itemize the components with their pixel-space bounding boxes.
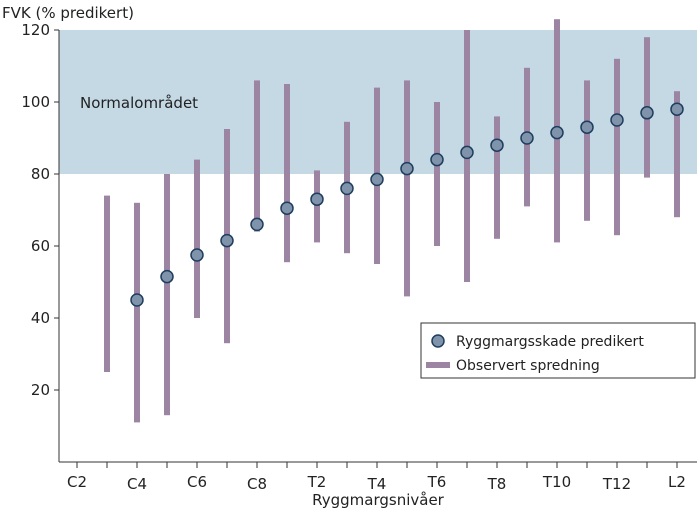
data-points [130,102,684,307]
point-C5 [160,269,174,284]
point-T9 [520,131,534,145]
y-axis-title: FVK (% predikert) [2,4,134,22]
point-L1 [640,106,654,120]
y-tick-label: 20 [31,381,50,399]
point-T4 [370,172,384,187]
x-tick-label: T8 [487,475,507,493]
normal-range-label: Normalområdet [80,94,198,112]
legend-range-marker [426,362,450,368]
legend-point-marker [431,334,445,348]
range-bar-T8 [494,116,500,239]
range-bar-T5 [404,80,410,297]
point-L2 [670,102,684,116]
range-bar-C6 [194,159,200,318]
point-T7 [460,145,474,160]
point-T10 [550,125,564,140]
point-T8 [490,138,504,152]
point-T1 [280,201,294,215]
point-T2 [310,192,324,206]
range-bar-C8 [254,80,260,232]
range-bar-T11 [584,80,590,221]
range-bar-C3 [104,195,110,372]
y-tick-label: 60 [31,237,50,255]
point-C8 [250,217,264,232]
range-bar-C4 [134,202,140,423]
x-axis-title: Ryggmargsnivåer [312,491,445,509]
x-tick-label: T4 [367,475,387,493]
range-bar-T2 [314,170,320,243]
x-ticks: C2 C4 C6 C8 T2 T4 T6 T8 T10 T12 L2 [67,462,686,493]
range-bar-T12 [614,58,620,236]
range-bar-T1 [284,84,290,263]
point-T5 [400,161,414,176]
x-tick-label: T2 [307,473,327,491]
x-tick-label: L2 [668,473,686,491]
range-bar-L2 [674,91,680,218]
point-C4 [130,293,144,307]
y-tick-label: 40 [31,309,50,327]
y-tick-label: 120 [21,21,50,39]
x-tick-label: T12 [602,475,631,493]
legend-label-predicted: Ryggmargsskade predikert [456,334,644,350]
range-bar-T6 [434,102,440,246]
range-bar-C5 [164,174,170,416]
x-tick-label: C2 [67,473,87,491]
x-tick-label: C6 [187,473,207,491]
x-tick-label: T6 [427,473,447,491]
y-tick-label: 100 [21,93,50,111]
point-C7 [220,233,234,248]
y-ticks: 20 40 60 80 100 120 [21,21,59,399]
legend-label-observed: Observert spredning [456,358,600,374]
x-tick-label: T10 [542,473,571,491]
y-tick-label: 80 [31,165,50,183]
point-T3 [340,181,354,196]
point-T11 [580,120,594,134]
point-T12 [610,113,624,127]
x-tick-label: C4 [127,475,147,493]
legend: Ryggmargsskade predikert Observert spred… [420,322,696,379]
x-tick-label: C8 [247,475,267,493]
point-T6 [430,152,444,167]
point-C6 [190,248,204,262]
